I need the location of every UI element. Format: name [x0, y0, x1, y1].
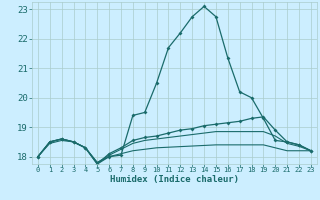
X-axis label: Humidex (Indice chaleur): Humidex (Indice chaleur)	[110, 175, 239, 184]
